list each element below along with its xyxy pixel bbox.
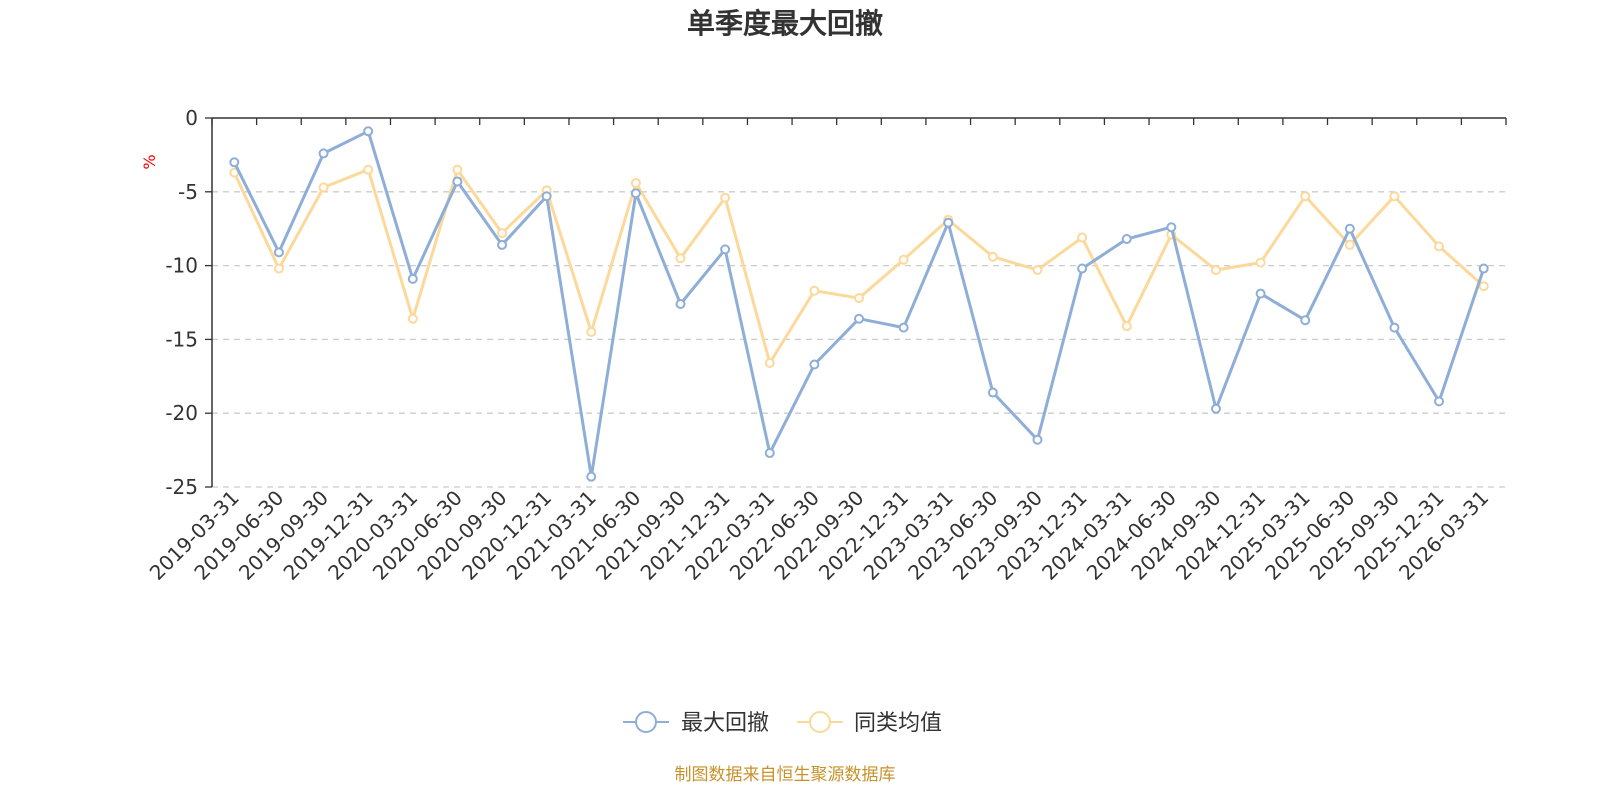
data-point	[1121, 321, 1132, 332]
data-point	[1255, 257, 1266, 268]
y-tick-label: 0	[185, 106, 198, 130]
data-point	[273, 247, 284, 258]
data-point	[497, 228, 508, 239]
data-point	[898, 254, 909, 265]
data-point	[318, 148, 329, 159]
y-tick-label: -5	[178, 180, 198, 204]
data-point	[452, 164, 463, 175]
series-layer	[229, 126, 1489, 482]
y-tick-label: -10	[165, 254, 198, 278]
x-axis-ticks: 2019-03-312019-06-302019-09-302019-12-31…	[145, 118, 1507, 585]
data-point	[1166, 222, 1177, 233]
data-point	[1389, 191, 1400, 202]
data-point	[987, 251, 998, 262]
data-point	[407, 313, 418, 324]
data-point	[720, 192, 731, 203]
data-point	[1389, 322, 1400, 333]
y-tick-label: -20	[165, 401, 198, 425]
grid-lines	[212, 191, 1506, 488]
chart-title: 单季度最大回撤	[687, 7, 883, 40]
data-point	[1478, 281, 1489, 292]
data-point	[586, 471, 597, 482]
y-axis-unit: %	[140, 154, 159, 169]
y-tick-label: -15	[165, 327, 198, 351]
legend-item-1[interactable]: 同类均值	[797, 711, 942, 736]
series-0	[229, 126, 1489, 482]
data-point	[1434, 241, 1445, 252]
axes	[211, 117, 1506, 487]
series-line	[232, 129, 1486, 479]
data-point	[1032, 434, 1043, 445]
data-point	[809, 285, 820, 296]
data-point	[1300, 191, 1311, 202]
data-point	[675, 298, 686, 309]
data-point	[273, 263, 284, 274]
data-point	[1077, 232, 1088, 243]
legend-marker	[635, 711, 657, 733]
data-point	[898, 322, 909, 333]
data-point	[854, 293, 864, 304]
y-axis-ticks: 0 -5 -10 -15 -20 -25	[165, 106, 212, 499]
data-point	[987, 387, 998, 398]
data-point	[675, 253, 686, 264]
legend-label: 同类均值	[854, 711, 942, 736]
source-note: 制图数据来自恒生聚源数据库	[675, 765, 896, 785]
data-point	[1344, 223, 1355, 234]
legend-label: 最大回撤	[681, 711, 769, 736]
data-point	[630, 188, 641, 199]
data-point	[586, 327, 597, 338]
data-point	[943, 217, 954, 228]
data-point	[1434, 396, 1445, 407]
data-point	[1121, 234, 1132, 245]
data-point	[363, 126, 374, 137]
data-point	[764, 448, 775, 459]
data-point	[854, 313, 864, 324]
data-point	[1478, 263, 1489, 274]
data-point	[1210, 265, 1221, 276]
data-point	[720, 244, 731, 255]
legend-marker	[809, 711, 831, 733]
data-point	[1210, 403, 1221, 414]
legend-item-0[interactable]: 最大回撤	[623, 711, 769, 736]
data-point	[809, 359, 820, 370]
series-line	[232, 168, 1485, 365]
y-tick-label: -25	[165, 475, 198, 499]
data-point	[407, 273, 418, 284]
data-point	[1255, 288, 1266, 299]
data-point	[229, 157, 240, 168]
data-point	[363, 164, 374, 175]
data-point	[1300, 315, 1311, 326]
data-point	[318, 182, 329, 193]
data-point	[1077, 263, 1088, 274]
data-point	[452, 176, 463, 187]
data-point	[1344, 239, 1355, 250]
data-point	[1032, 265, 1043, 276]
data-point	[541, 191, 552, 202]
legend[interactable]: 最大回撤 同类均值	[623, 711, 942, 736]
data-point	[630, 177, 641, 188]
data-point	[764, 358, 775, 369]
data-point	[497, 239, 508, 250]
